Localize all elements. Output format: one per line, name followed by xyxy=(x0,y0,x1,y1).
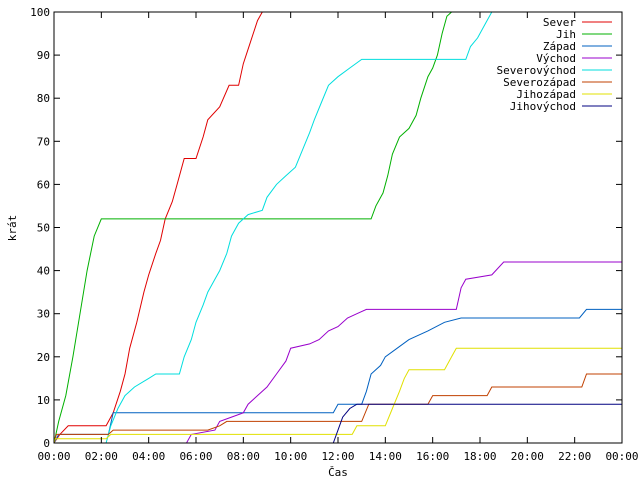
y-tick-label: 0 xyxy=(43,437,50,450)
series-line-3 xyxy=(53,308,622,444)
legend-label: Severozápad xyxy=(503,76,576,89)
y-tick-label: 40 xyxy=(37,265,50,278)
x-tick-label: 12:00 xyxy=(321,450,354,463)
series-line-7 xyxy=(53,347,622,444)
legend-label: Sever xyxy=(543,16,576,29)
x-axis-label: Čas xyxy=(328,466,348,479)
series-line-4 xyxy=(54,257,623,444)
x-tick-label: 14:00 xyxy=(369,450,402,463)
legend-label: Jihozápad xyxy=(516,88,576,101)
legend-label: Východ xyxy=(536,52,576,65)
x-tick-label: 02:00 xyxy=(85,450,118,463)
y-axis-label: krát xyxy=(6,215,19,242)
x-tick-label: 08:00 xyxy=(227,450,260,463)
x-tick-label: 06:00 xyxy=(179,450,212,463)
y-tick-label: 50 xyxy=(37,222,50,235)
x-tick-label: 20:00 xyxy=(511,450,544,463)
series-lines xyxy=(53,11,623,444)
legend-label: Jihovýchod xyxy=(510,100,576,113)
y-tick-label: 100 xyxy=(30,6,50,19)
x-tick-label: 16:00 xyxy=(416,450,449,463)
legend-label: Severovýchod xyxy=(497,64,576,77)
y-tick-label: 20 xyxy=(37,351,50,364)
x-tick-label: 10:00 xyxy=(274,450,307,463)
legend: SeverJihZápadVýchodSeverovýchodSeverozáp… xyxy=(497,16,612,113)
series-line-6 xyxy=(53,373,622,444)
y-tick-label: 10 xyxy=(37,394,50,407)
y-tick-label: 80 xyxy=(37,92,50,105)
series-line-1 xyxy=(53,11,263,444)
series-line-2 xyxy=(53,11,452,444)
x-tick-label: 18:00 xyxy=(463,450,496,463)
x-tick-label: 04:00 xyxy=(132,450,165,463)
x-tick-label: 00:00 xyxy=(605,450,638,463)
y-tick-label: 60 xyxy=(37,178,50,191)
x-tick-label: 00:00 xyxy=(37,450,70,463)
axis-ticks: 0 10 20 30 40 50 60 70 80 90 100 00:00 02:00 04:00 06:… xyxy=(30,6,638,463)
legend-label: Západ xyxy=(543,40,576,53)
y-tick-label: 30 xyxy=(37,308,50,321)
series-line-5 xyxy=(54,11,493,444)
legend-label: Jih xyxy=(556,28,576,41)
y-tick-label: 70 xyxy=(37,135,50,148)
x-tick-label: 22:00 xyxy=(558,450,591,463)
y-tick-label: 90 xyxy=(37,49,50,62)
